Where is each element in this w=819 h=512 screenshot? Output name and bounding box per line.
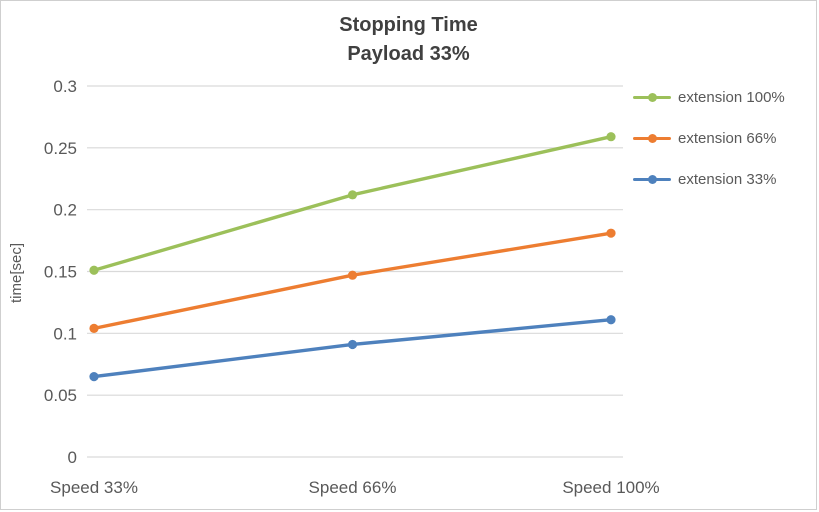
y-tick-label: 0.2 (53, 201, 77, 220)
y-tick-label: 0.15 (44, 263, 77, 282)
data-point-marker (89, 372, 99, 382)
legend-line-marker-icon (633, 175, 671, 185)
series-extension-33- (89, 315, 616, 382)
data-point-marker (606, 228, 616, 238)
legend-marker-dot (647, 175, 657, 184)
legend-item: extension 66% (633, 130, 785, 147)
y-tick-label: 0.05 (44, 386, 77, 405)
series-extension-66- (89, 228, 616, 333)
data-point-marker (89, 265, 99, 275)
legend-marker-dot (647, 134, 657, 143)
data-point-marker (89, 323, 99, 333)
legend-label: extension 66% (678, 130, 777, 147)
y-tick-label: 0.25 (44, 139, 77, 158)
data-point-marker (347, 339, 358, 350)
data-point-marker (606, 132, 616, 142)
legend-label: extension 33% (678, 171, 777, 188)
x-category-label: Speed 66% (309, 478, 397, 497)
series-line (92, 135, 613, 272)
y-axis-title: time[sec] (8, 243, 25, 303)
legend-marker-dot (647, 93, 657, 102)
x-category-label: Speed 33% (50, 478, 138, 497)
gridlines (87, 85, 623, 458)
y-tick-label: 0.3 (53, 77, 77, 96)
data-point-marker (347, 190, 358, 200)
legend-label: extension 100% (678, 89, 785, 106)
series-extension-100- (89, 132, 616, 275)
x-axis-labels: Speed 33% Speed 66% Speed 100% (50, 478, 660, 497)
y-axis-tick-labels: 0 0.05 0.1 0.15 0.2 0.25 0.3 (44, 77, 77, 467)
legend-item: extension 33% (633, 171, 785, 188)
y-tick-label: 0 (68, 448, 77, 467)
x-category-label: Speed 100% (562, 478, 659, 497)
data-point-marker (347, 270, 358, 280)
legend-line-marker-icon (633, 134, 671, 144)
data-point-marker (606, 315, 616, 325)
y-tick-label: 0.1 (53, 324, 77, 343)
legend-line-marker-icon (633, 93, 671, 103)
legend-item: extension 100% (633, 89, 785, 106)
chart-legend: extension 100% extension 66% extension 33% (633, 89, 785, 188)
